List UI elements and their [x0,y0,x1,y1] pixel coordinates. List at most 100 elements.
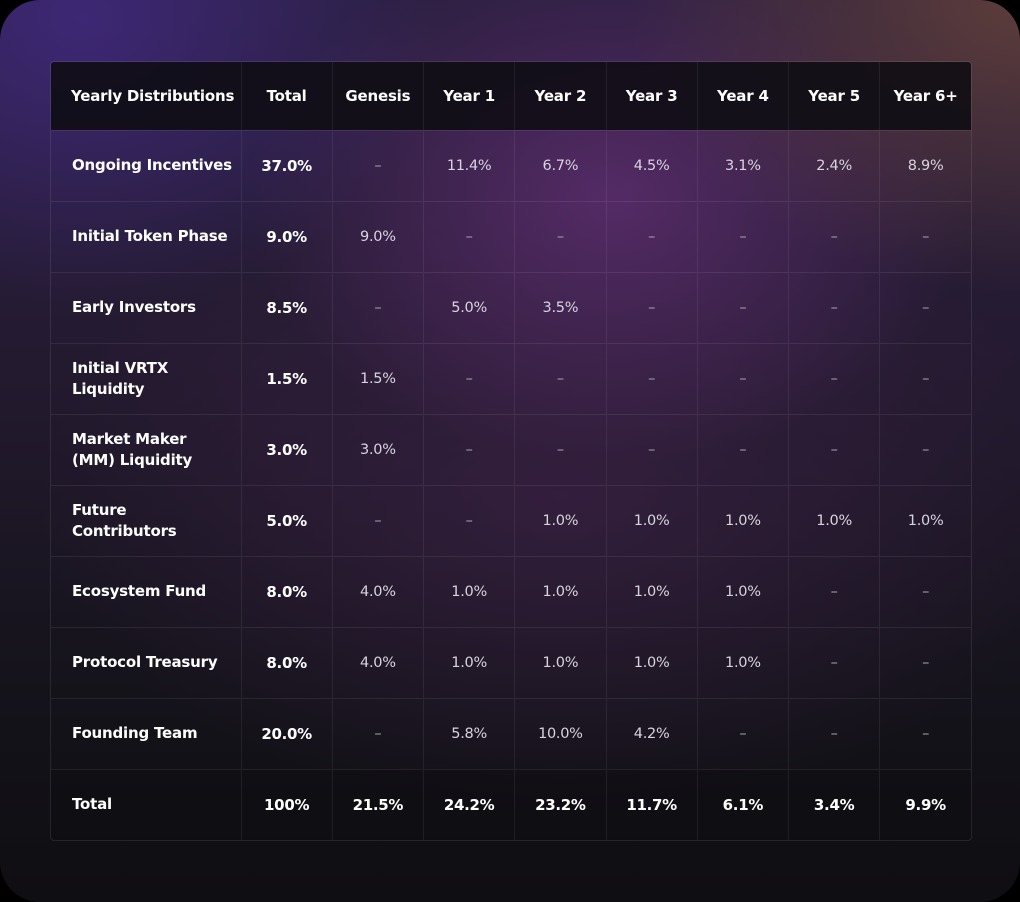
cell-value: – [697,272,790,343]
cell-total: 8.5% [241,272,333,343]
table-row: Ecosystem Fund 8.0% 4.0% 1.0% 1.0% 1.0% 1.0% – – [51,556,971,627]
cell-value: – [423,485,516,556]
table-total-row: Total 100% 21.5% 24.2% 23.2% 11.7% 6.1% 3.4% 9.9… [51,769,971,840]
cell-value: – [922,441,930,458]
cell-value: – [922,228,930,245]
cell-value: 3.4% [788,769,881,840]
cell-value: 3.5% [514,272,607,343]
cell-value: 3.0% [332,414,425,485]
row-label: Ongoing Incentives [51,130,242,201]
cell-value: 1.0% [606,556,698,627]
cell-value: – [697,201,790,272]
cell-value: 11.7% [606,769,698,840]
cell-value: 4.5% [606,130,698,201]
cell-value: 2.4% [788,130,881,201]
cell-value: 1.0% [514,627,607,698]
cell-value: 1.0% [514,556,607,627]
cell-total: 8.0% [241,556,333,627]
cell-total: 1.5% [241,343,333,414]
cell-value: – [514,343,607,414]
cell-value: – [788,201,881,272]
table-header-row: Yearly Distributions Total Genesis Year … [51,62,971,130]
cell-value: – [423,343,516,414]
cell-value: – [922,725,930,742]
distribution-table-container: Yearly Distributions Total Genesis Year … [50,61,972,841]
cell-value: – [922,370,930,387]
table-row: Early Investors 8.5% –5.0% 3.5% – – – – [51,272,971,343]
header-year-3: Year 3 [606,62,698,130]
cell-total: 3.0% [241,414,333,485]
cell-value: – [788,556,881,627]
cell-value: 1.0% [423,627,516,698]
header-year-2: Year 2 [514,62,607,130]
cell-value: – [788,414,881,485]
header-year-6-plus: Year 6+ [893,86,958,105]
cell-value: – [606,201,698,272]
row-label: Protocol Treasury [51,627,242,698]
yearly-distributions-table: Yearly Distributions Total Genesis Year … [51,62,971,840]
cell-value: – [332,485,425,556]
table-row: Initial Token Phase 9.0% 9.0% – – – – – – [51,201,971,272]
header-year-5: Year 5 [788,62,881,130]
table-row: Founding Team 20.0% –5.8% 10.0% 4.2% – – – [51,698,971,769]
cell-value: – [788,343,881,414]
row-label: Founding Team [51,698,242,769]
cell-value: – [922,299,930,316]
header-total: Total [241,62,333,130]
cell-value: 1.0% [514,485,607,556]
cell-value: 1.5% [332,343,425,414]
cell-value: 24.2% [423,769,516,840]
cell-value: – [423,414,516,485]
cell-value: – [788,272,881,343]
cell-value: 1.0% [606,485,698,556]
cell-total: 8.0% [241,627,333,698]
cell-value: 5.0% [423,272,516,343]
header-year-1: Year 1 [423,62,516,130]
header-genesis: Genesis [332,62,425,130]
cell-value: 9.9% [905,795,946,814]
row-label: Initial VRTX Liquidity [51,343,242,414]
cell-value: 5.8% [423,698,516,769]
row-label: Future Contributors [51,485,242,556]
cell-total: 100% [241,769,333,840]
cell-value: 1.0% [697,485,790,556]
header-yearly-distributions: Yearly Distributions [51,62,242,130]
cell-value: – [697,414,790,485]
cell-value: – [423,201,516,272]
table-row: Market Maker (MM) Liquidity 3.0% 3.0% – – – – –… [51,414,971,485]
header-year-4: Year 4 [697,62,790,130]
cell-value: 8.9% [907,157,944,174]
cell-value: 1.0% [697,556,790,627]
cell-value: 4.0% [332,627,425,698]
cell-value: 4.0% [332,556,425,627]
cell-value: 1.0% [606,627,698,698]
row-label: Market Maker (MM) Liquidity [51,414,242,485]
cell-value: – [332,698,425,769]
cell-value: – [697,343,790,414]
cell-value: – [788,627,881,698]
cell-total: 5.0% [241,485,333,556]
cell-value: – [606,272,698,343]
cell-value: – [514,414,607,485]
cell-value: 6.7% [514,130,607,201]
row-label: Total [51,769,242,840]
cell-value: – [332,272,425,343]
cell-value: 1.0% [423,556,516,627]
cell-value: 4.2% [606,698,698,769]
table-row: Initial VRTX Liquidity 1.5% 1.5% – – – – – – [51,343,971,414]
cell-value: – [922,583,930,600]
cell-value: 10.0% [514,698,607,769]
cell-value: 6.1% [697,769,790,840]
cell-value: 21.5% [332,769,425,840]
cell-value: – [332,130,425,201]
table-row: Future Contributors 5.0% – –1.0% 1.0% 1.0% 1.0… [51,485,971,556]
cell-value: – [606,414,698,485]
cell-value: 1.0% [697,627,790,698]
row-label: Early Investors [51,272,242,343]
cell-value: – [922,654,930,671]
cell-value: 11.4% [423,130,516,201]
cell-value: 9.0% [332,201,425,272]
cell-total: 37.0% [241,130,333,201]
cell-value: 1.0% [788,485,881,556]
